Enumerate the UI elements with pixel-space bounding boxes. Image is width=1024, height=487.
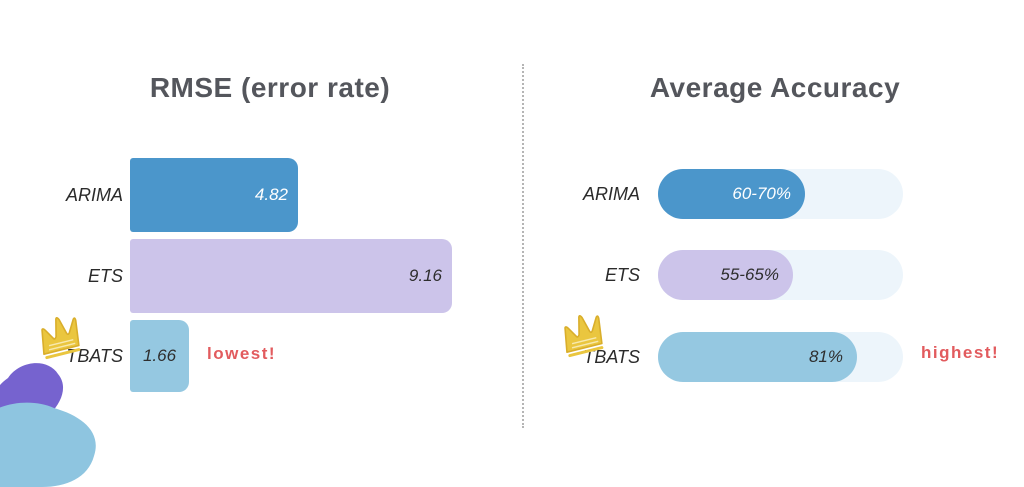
rmse-bar-arima: 4.82: [130, 158, 298, 232]
dotted-divider-line: [522, 64, 524, 428]
accuracy-highest-annotation: highest!: [921, 343, 999, 363]
rmse-lowest-annotation: lowest!: [207, 344, 276, 364]
rmse-label-arima: ARIMA: [30, 183, 123, 207]
rmse-value-arima: 4.82: [255, 185, 298, 205]
accuracy-track-tbats: 81%: [658, 332, 903, 382]
accuracy-track-arima: 60-70%: [658, 169, 903, 219]
accuracy-track-ets: 55-65%: [658, 250, 903, 300]
rmse-bar-ets: 9.16: [130, 239, 452, 313]
decorative-blobs: [0, 350, 180, 487]
infographic-canvas: RMSE (error rate) ARIMA 4.82 ETS 9.16 TB…: [0, 0, 1024, 487]
accuracy-chart-title: Average Accuracy: [545, 72, 1005, 104]
accuracy-value-tbats: 81%: [809, 347, 857, 367]
blue-blob: [0, 403, 96, 487]
accuracy-value-arima: 60-70%: [732, 184, 805, 204]
rmse-chart-title: RMSE (error rate): [20, 72, 520, 104]
accuracy-fill-arima: 60-70%: [658, 169, 805, 219]
accuracy-label-ets: ETS: [545, 263, 640, 287]
accuracy-value-ets: 55-65%: [720, 265, 793, 285]
accuracy-fill-ets: 55-65%: [658, 250, 793, 300]
accuracy-label-arima: ARIMA: [545, 182, 640, 206]
accuracy-fill-tbats: 81%: [658, 332, 857, 382]
rmse-label-ets: ETS: [30, 264, 123, 288]
rmse-value-ets: 9.16: [409, 266, 452, 286]
